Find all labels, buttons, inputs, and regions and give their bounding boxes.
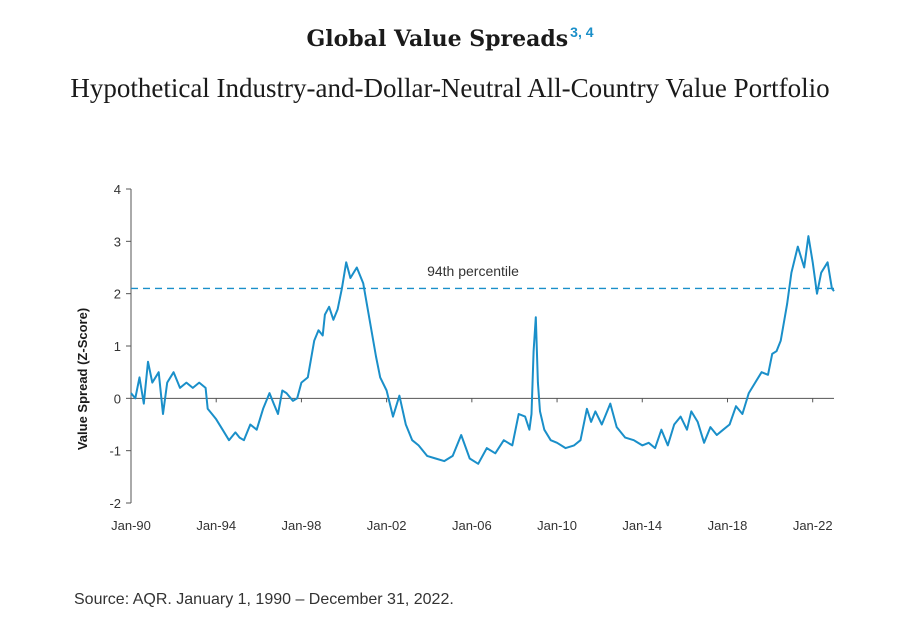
y-tick-label: 1 — [114, 339, 121, 354]
source-note: Source: AQR. January 1, 1990 – December … — [74, 591, 454, 608]
x-tick-label: Jan-14 — [622, 518, 662, 533]
chart-title-text: Global Value Spreads — [306, 26, 569, 52]
x-tick-label: Jan-90 — [111, 518, 151, 533]
y-tick-label: 3 — [114, 234, 121, 249]
chart-marks: 94th percentile — [130, 235, 835, 465]
x-tick-label: Jan-02 — [367, 518, 407, 533]
value-spread-series-line — [130, 235, 835, 465]
x-tick-label: Jan-94 — [196, 518, 236, 533]
y-tick-label: 2 — [114, 287, 121, 302]
chart-axes: -2 -1 0 1 2 3 4 Jan-90 Jan-94 Jan-98 Jan-02 Jan-06 J… — [75, 182, 834, 533]
x-tick-label: Jan-98 — [282, 518, 322, 533]
x-tick-label: Jan-06 — [452, 518, 492, 533]
y-axis-title: Value Spread (Z-Score) — [75, 308, 90, 450]
x-tick-label: Jan-22 — [793, 518, 833, 533]
title-footnote-ref: 3, 4 — [570, 24, 594, 40]
y-tick-label: 4 — [114, 182, 121, 197]
reference-line-label: 94th percentile — [427, 263, 519, 279]
x-tick-label: Jan-10 — [537, 518, 577, 533]
y-tick-label: -1 — [109, 444, 121, 459]
y-tick-label: 0 — [114, 391, 121, 406]
y-tick-label: -2 — [109, 496, 121, 511]
chart-title: Global Value Spreads 3, 4 — [0, 24, 900, 52]
x-tick-label: Jan-18 — [708, 518, 748, 533]
chart-subtitle: Hypothetical Industry-and-Dollar-Neutral… — [70, 73, 830, 103]
